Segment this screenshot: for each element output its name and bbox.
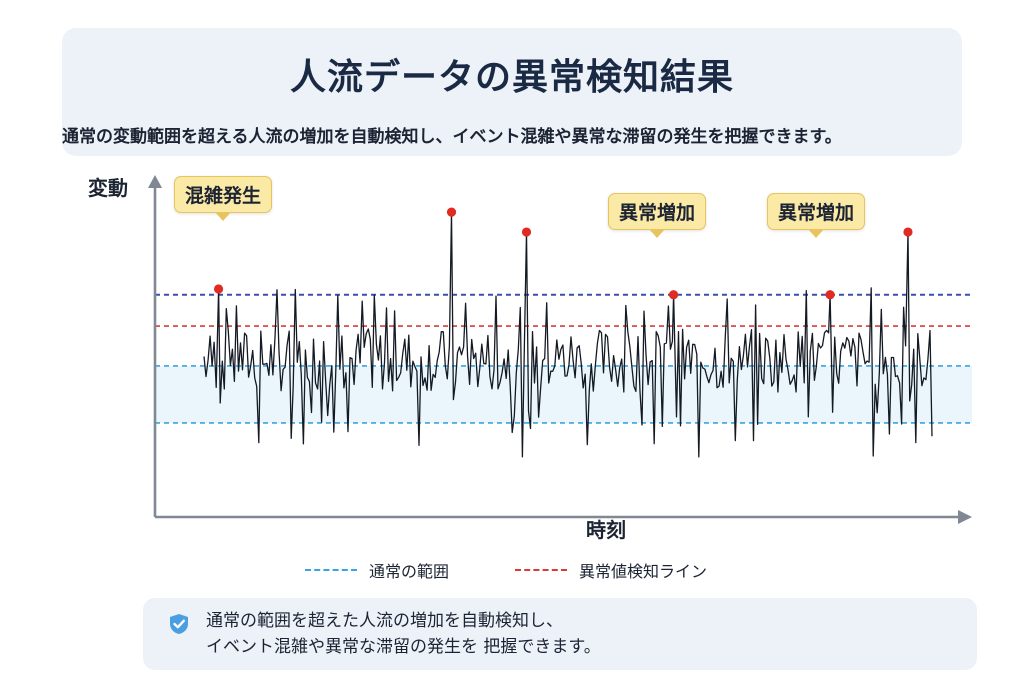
note-text: 通常の範囲を超えた人流の増加を自動検知し、 イベント混雑や異常な滞留の発生を 把… <box>206 608 601 660</box>
anomaly-marker-4 <box>668 290 679 300</box>
check-shield-icon <box>170 614 188 634</box>
note-line-2: イベント混雑や異常な滞留の発生を 把握できます。 <box>206 637 601 657</box>
chart-title: 人流データの異常検知結果 <box>289 57 734 98</box>
chart-legend: 通常の範囲 異常値検知ライン <box>0 558 1024 582</box>
callout-abnormal-increase-1: 異常増加 <box>608 193 707 238</box>
anomaly-marker-3 <box>521 227 532 237</box>
anomaly-marker-6 <box>903 227 913 237</box>
anomaly-marker-1 <box>213 284 224 294</box>
y-axis-arrowhead <box>148 175 162 188</box>
callout-crowding: 混雑発生 <box>174 176 273 221</box>
note-card <box>143 598 977 670</box>
y-axis-label: 変動 <box>88 176 128 200</box>
legend-item-anomaly-line: 異常値検知ライン <box>515 558 707 582</box>
x-axis-arrowhead <box>958 510 972 524</box>
legend-label-anomaly-line: 異常値検知ライン <box>579 562 708 581</box>
note-line-1: 通常の範囲を超えた人流の増加を自動検知し、 <box>206 611 563 631</box>
normal-range-band <box>155 365 972 423</box>
x-axis-label: 時刻 <box>586 518 626 542</box>
legend-item-normal-range: 通常の範囲 <box>305 558 449 582</box>
callout-abnormal-increase-2: 異常増加 <box>767 193 866 238</box>
series-line <box>203 211 933 458</box>
legend-label-normal-range: 通常の範囲 <box>369 562 450 581</box>
anomaly-marker-2 <box>446 207 457 217</box>
chart-subtitle: 通常の変動範囲を超える人流の増加を自動検知し、イベント混雑や異常な滞留の発生を把… <box>62 127 842 147</box>
anomaly-marker-5 <box>825 290 835 300</box>
legend-swatch-anomaly-line <box>515 569 567 571</box>
legend-swatch-normal-range <box>305 569 357 571</box>
chart-canvas <box>148 175 972 524</box>
header-card <box>62 28 962 156</box>
